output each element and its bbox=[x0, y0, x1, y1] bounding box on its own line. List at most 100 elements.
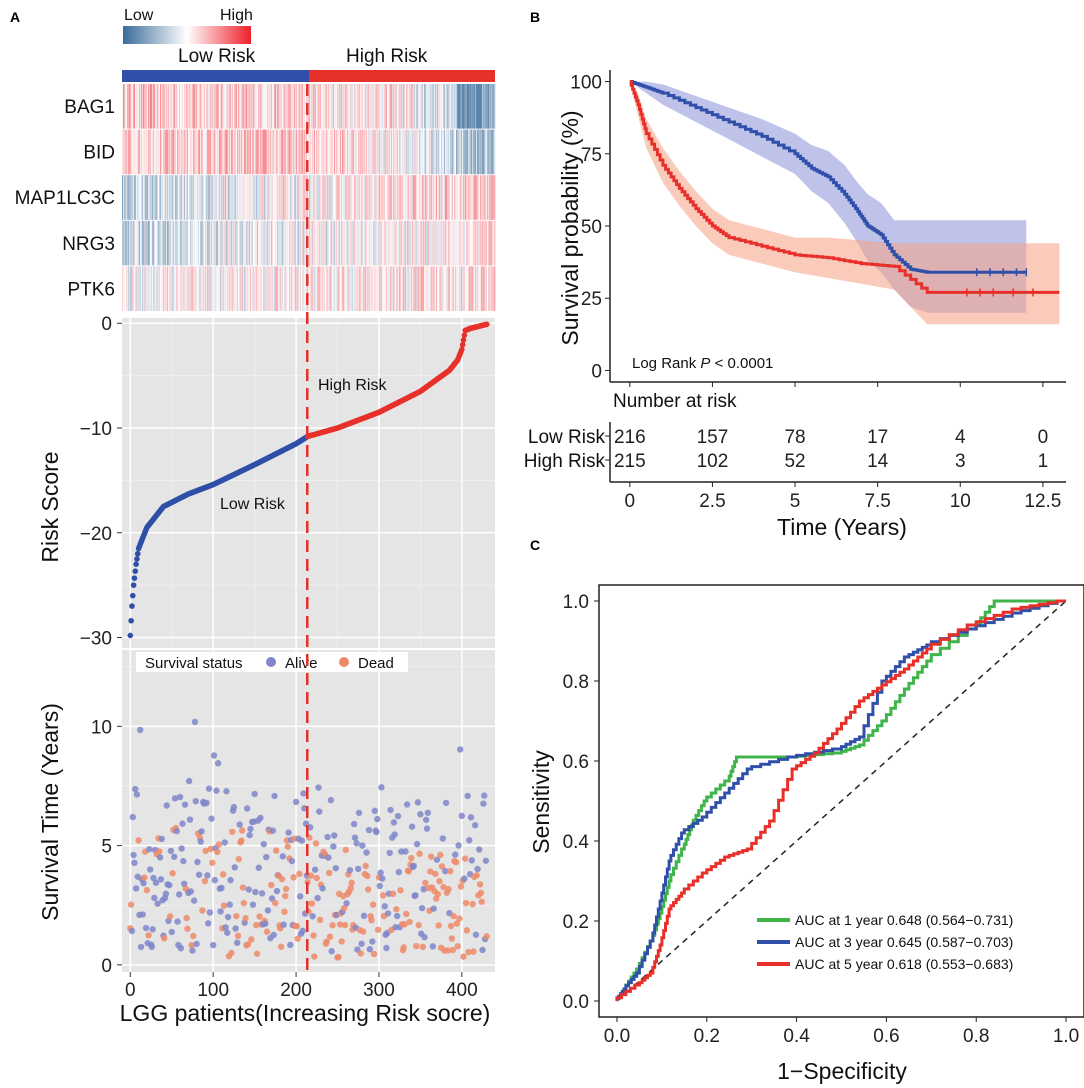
heatmap-cell bbox=[136, 84, 138, 129]
km-pvalue: Log Rank P < 0.0001 bbox=[632, 355, 773, 372]
heatmap-cell bbox=[232, 129, 235, 175]
heatmap-cell bbox=[171, 175, 173, 220]
heatmap-cell bbox=[421, 266, 423, 311]
risk-point bbox=[129, 603, 135, 609]
heatmap-cell bbox=[346, 175, 348, 220]
heatmap-cell bbox=[395, 175, 397, 220]
alive-point bbox=[369, 938, 376, 945]
heatmap-cell bbox=[301, 175, 303, 220]
heatmap-cell bbox=[182, 84, 184, 129]
heatmap-cell bbox=[372, 84, 375, 129]
heatmap-cell bbox=[239, 220, 241, 266]
heatmap-cell bbox=[266, 266, 268, 311]
heatmap-cell bbox=[417, 129, 420, 175]
heatmap-cell bbox=[221, 220, 223, 266]
heatmap-cell bbox=[227, 266, 229, 311]
heatmap-cell bbox=[226, 175, 228, 220]
survival-ytick-label: 0 bbox=[101, 956, 112, 977]
heatmap-cell bbox=[456, 84, 458, 129]
heatmap-cell bbox=[359, 175, 362, 220]
heatmap-cell bbox=[199, 175, 201, 220]
heatmap-cell bbox=[155, 84, 158, 129]
km-curve-low-risk bbox=[629, 80, 1027, 274]
heatmap-cell bbox=[430, 266, 432, 311]
heatmap-cell bbox=[458, 266, 460, 311]
heatmap-cell bbox=[376, 129, 378, 175]
heatmap-cell bbox=[122, 266, 125, 311]
heatmap-cell bbox=[407, 129, 409, 175]
heatmap-cell bbox=[265, 175, 267, 220]
heatmap-cell bbox=[368, 129, 370, 175]
heatmap-cell bbox=[232, 175, 235, 220]
alive-point bbox=[299, 927, 306, 935]
heatmap-cell bbox=[359, 129, 362, 175]
dead-point bbox=[278, 875, 286, 883]
heatmap-cell bbox=[270, 175, 273, 220]
heatmap bbox=[122, 84, 496, 311]
alive-point bbox=[218, 884, 225, 892]
heatmap-cell bbox=[219, 220, 222, 266]
heatmap-cell bbox=[372, 175, 374, 220]
heatmap-cell bbox=[342, 129, 344, 175]
heatmap-cell bbox=[406, 84, 408, 129]
heatmap-cell bbox=[477, 175, 479, 220]
heatmap-cell bbox=[258, 220, 261, 266]
heatmap-cell bbox=[424, 84, 427, 129]
heatmap-cell bbox=[374, 175, 376, 220]
heatmap-cell bbox=[295, 266, 298, 311]
heatmap-cell bbox=[361, 220, 363, 266]
heatmap-cell bbox=[140, 220, 142, 266]
heatmap-cell bbox=[244, 266, 247, 311]
alive-point bbox=[185, 777, 193, 785]
heatmap-cell bbox=[313, 84, 315, 129]
heatmap-cell bbox=[377, 84, 379, 129]
heatmap-cell bbox=[158, 129, 160, 175]
risk-table-value: 102 bbox=[697, 451, 729, 472]
heatmap-cell bbox=[216, 84, 218, 129]
alive-point bbox=[227, 876, 234, 884]
heatmap-cell bbox=[225, 266, 228, 311]
heatmap-cell bbox=[131, 175, 133, 220]
heatmap-cell bbox=[427, 220, 429, 266]
alive-point bbox=[176, 793, 184, 801]
km-ylabel: Survival probability (%) bbox=[557, 110, 583, 345]
dead-point bbox=[272, 899, 279, 907]
heatmap-cell bbox=[173, 129, 175, 175]
heatmap-cell bbox=[206, 175, 209, 220]
heatmap-cell bbox=[417, 84, 420, 129]
heatmap-cell bbox=[311, 84, 313, 129]
heatmap-cell bbox=[286, 129, 288, 175]
heatmap-cell bbox=[482, 175, 484, 220]
heatmap-cell bbox=[181, 175, 183, 220]
heatmap-cell bbox=[439, 266, 441, 311]
risk-table-value: 157 bbox=[697, 427, 729, 448]
heatmap-cell bbox=[201, 220, 203, 266]
heatmap-cell bbox=[295, 220, 297, 266]
heatmap-cell bbox=[218, 266, 221, 311]
km-xtick-label: 10 bbox=[950, 491, 971, 512]
heatmap-cell bbox=[359, 266, 361, 311]
dead-point bbox=[282, 892, 289, 900]
heatmap-cell bbox=[189, 129, 191, 175]
heatmap-cell bbox=[125, 129, 127, 175]
dead-point bbox=[183, 914, 190, 922]
heatmap-cell bbox=[250, 129, 252, 175]
heatmap-cell bbox=[358, 129, 360, 175]
heatmap-cell bbox=[364, 84, 366, 129]
heatmap-cell bbox=[187, 220, 190, 266]
heatmap-cell bbox=[223, 84, 225, 129]
x-tick-label: 200 bbox=[280, 980, 312, 1001]
heatmap-cell bbox=[193, 129, 196, 175]
heatmap-cell bbox=[329, 175, 331, 220]
heatmap-cell bbox=[258, 84, 261, 129]
heatmap-cell bbox=[209, 266, 211, 311]
dead-point bbox=[437, 851, 444, 859]
heatmap-cell bbox=[192, 266, 195, 311]
heatmap-cell bbox=[128, 266, 130, 311]
annotation-low-risk: Low Risk bbox=[220, 496, 286, 513]
alive-point bbox=[279, 853, 286, 860]
heatmap-cell bbox=[426, 175, 428, 220]
dead-point bbox=[316, 916, 324, 924]
heatmap-cell bbox=[155, 266, 158, 311]
heatmap-cell bbox=[365, 129, 367, 175]
